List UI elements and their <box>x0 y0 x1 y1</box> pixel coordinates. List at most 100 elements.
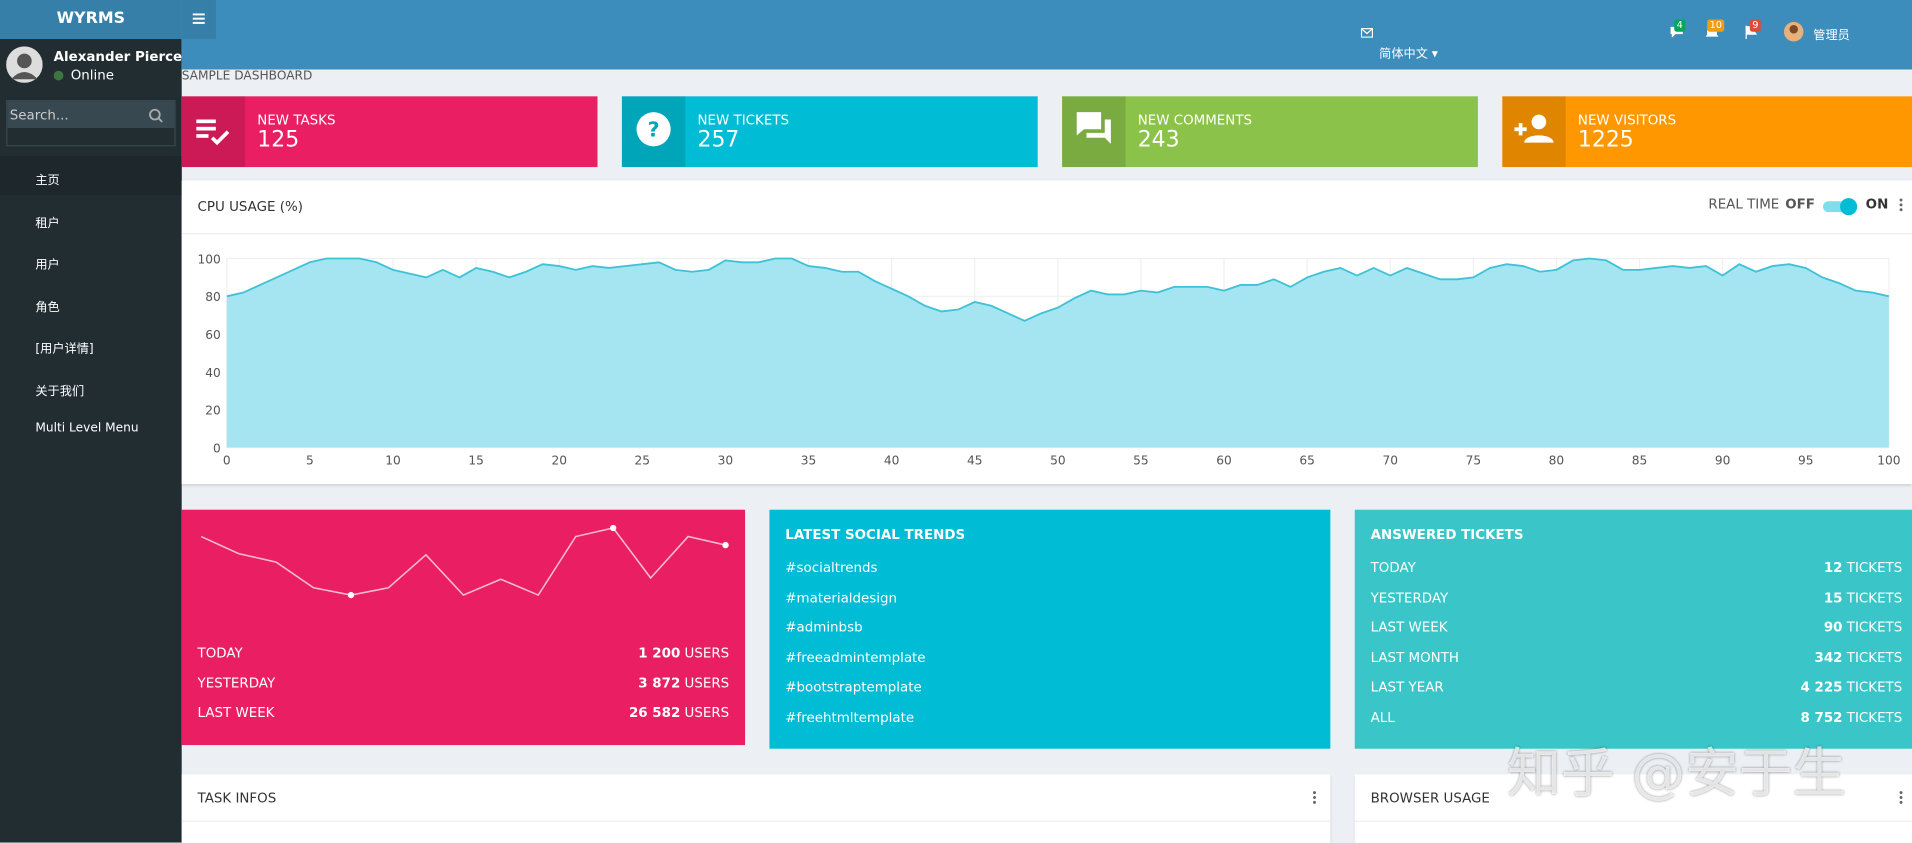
row-value: 12 TICKETS <box>1355 559 1903 576</box>
info-box: NEW VISITORS 1225 <box>1502 96 1912 168</box>
area <box>226 258 1889 448</box>
task-infos-panel: TASK INFOS <box>181 774 1331 843</box>
more-menu[interactable] <box>1311 790 1318 805</box>
user-name: Alexander Pierce <box>53 48 183 65</box>
y-tick-label: 20 <box>205 404 221 418</box>
x-tick-label: 55 <box>1133 454 1149 468</box>
trend-tag[interactable]: #freehtmltemplate <box>785 709 915 725</box>
info-value: 257 <box>697 126 740 153</box>
realtime-label: REAL TIME <box>1708 196 1780 213</box>
trend-tag[interactable]: #adminbsb <box>785 619 863 636</box>
info-value: 1225 <box>1577 126 1634 153</box>
info-label: NEW VISITORS <box>1577 112 1677 129</box>
badge[interactable]: 9 <box>1749 19 1761 32</box>
menu-item[interactable]: 关于我们 <box>35 384 85 399</box>
trend-tag[interactable]: #freeadmintemplate <box>785 649 926 666</box>
panel-title: TASK INFOS <box>197 790 277 807</box>
x-tick-label: 50 <box>1050 454 1066 468</box>
panel-title: ANSWERED TICKETS <box>1370 526 1524 543</box>
search-icon[interactable] <box>149 108 164 124</box>
active-menu <box>0 156 182 196</box>
row-unit: TICKETS <box>1846 559 1903 576</box>
search-placeholder[interactable]: Search... <box>9 107 69 124</box>
x-tick-label: 45 <box>967 454 983 468</box>
trend-tag[interactable]: #bootstraptemplate <box>785 679 922 696</box>
x-tick-label: 5 <box>306 454 314 468</box>
menu-item[interactable]: 主页 <box>35 174 60 188</box>
menu-item[interactable]: Multi Level Menu <box>35 421 139 436</box>
row-label: LAST YEAR <box>1370 679 1444 696</box>
line <box>226 257 1890 322</box>
x-tick-label: 0 <box>223 454 231 468</box>
menu-item[interactable]: 用户 <box>35 258 60 272</box>
more-menu[interactable] <box>1897 198 1904 213</box>
row-value: 26 582 USERS <box>182 704 730 721</box>
row-number: 90 <box>1823 619 1843 636</box>
realtime-switch[interactable] <box>1822 196 1861 216</box>
header: 简体中文 ▾ 4 10 9 管理员 <box>181 0 1912 70</box>
row-value: 4 225 TICKETS <box>1355 679 1902 696</box>
x-tick-label: 35 <box>801 454 817 468</box>
x-tick-label: 65 <box>1299 454 1315 468</box>
trend-tag[interactable]: #socialtrends <box>785 559 878 576</box>
row-label: TODAY <box>197 645 243 661</box>
more-menu[interactable] <box>1897 790 1904 805</box>
x-tick-label: 10 <box>385 454 401 468</box>
row-value: 8 752 TICKETS <box>1355 709 1903 725</box>
x-tick-label: 70 <box>1382 454 1398 468</box>
info-label: NEW TICKETS <box>697 112 790 129</box>
status-dot <box>53 70 64 81</box>
language-select[interactable]: 简体中文 ▾ <box>1379 47 1438 61</box>
toggle-button[interactable] <box>181 0 216 40</box>
comments-icon <box>1076 112 1111 144</box>
row-number: 12 <box>1823 559 1843 576</box>
users-sparkline <box>200 524 729 599</box>
mail-icon[interactable] <box>1360 28 1374 38</box>
x-tick-label: 40 <box>884 454 900 468</box>
logo-bar[interactable]: WYRMS <box>0 0 182 40</box>
row-label: TODAY <box>1370 559 1416 576</box>
user-status: Online <box>70 67 114 83</box>
x-tick-label: 85 <box>1632 454 1648 468</box>
row-value: 342 TICKETS <box>1355 649 1902 665</box>
logo[interactable]: WYRMS <box>56 9 126 29</box>
trend-tag[interactable]: #materialdesign <box>785 589 898 606</box>
menu-item[interactable]: [用户详情] <box>35 342 94 357</box>
menu-item[interactable]: 租户 <box>35 216 60 230</box>
toggle-icon[interactable] <box>192 13 205 24</box>
row-number: 8 752 <box>1800 709 1843 725</box>
answered-tickets-panel: ANSWERED TICKETS TODAY 12 TICKETS YESTERDA… <box>1354 509 1912 749</box>
cpu-panel: CPU USAGE (%) REAL TIME OFF ON 0 20 40 60 80… <box>181 180 1912 485</box>
row-value: 15 TICKETS <box>1355 590 1902 606</box>
account-avatar[interactable] <box>1783 21 1804 42</box>
sidebar: WYRMS Alexander Pierce Online Search... … <box>0 0 182 843</box>
badge[interactable]: 10 <box>1707 19 1725 32</box>
row-label: ALL <box>1370 709 1395 725</box>
sparkline <box>200 527 726 597</box>
language[interactable]: 简体中文 <box>1379 47 1428 61</box>
on-label[interactable]: ON <box>1865 196 1889 213</box>
badge[interactable]: 4 <box>1674 19 1686 32</box>
panel-title: LATEST SOCIAL TRENDS <box>785 526 966 543</box>
x-tick-label: 100 <box>1877 454 1900 468</box>
sparkline-point <box>610 524 617 532</box>
search-box[interactable]: Search... <box>6 99 176 147</box>
account-name[interactable]: 管理员 <box>1813 29 1850 43</box>
row-unit: TICKETS <box>1846 709 1903 725</box>
x-tick-label: 90 <box>1715 454 1731 468</box>
row-unit: USERS <box>684 645 730 661</box>
sparkline-point <box>347 591 355 599</box>
row-number: 4 225 <box>1800 679 1843 696</box>
row-label: LAST MONTH <box>1370 649 1459 666</box>
y-tick-label: 100 <box>197 252 220 266</box>
breadcrumb: SAMPLE DASHBOARD <box>181 69 313 83</box>
browser-usage-panel: BROWSER USAGE <box>1354 774 1912 843</box>
off-label[interactable]: OFF <box>1785 196 1815 213</box>
row-unit: USERS <box>684 704 730 721</box>
row-number: 1 200 <box>638 645 681 661</box>
y-tick-label: 40 <box>205 366 221 380</box>
row-value: 1 200 USERS <box>182 645 730 661</box>
menu-item[interactable]: 角色 <box>35 300 60 314</box>
